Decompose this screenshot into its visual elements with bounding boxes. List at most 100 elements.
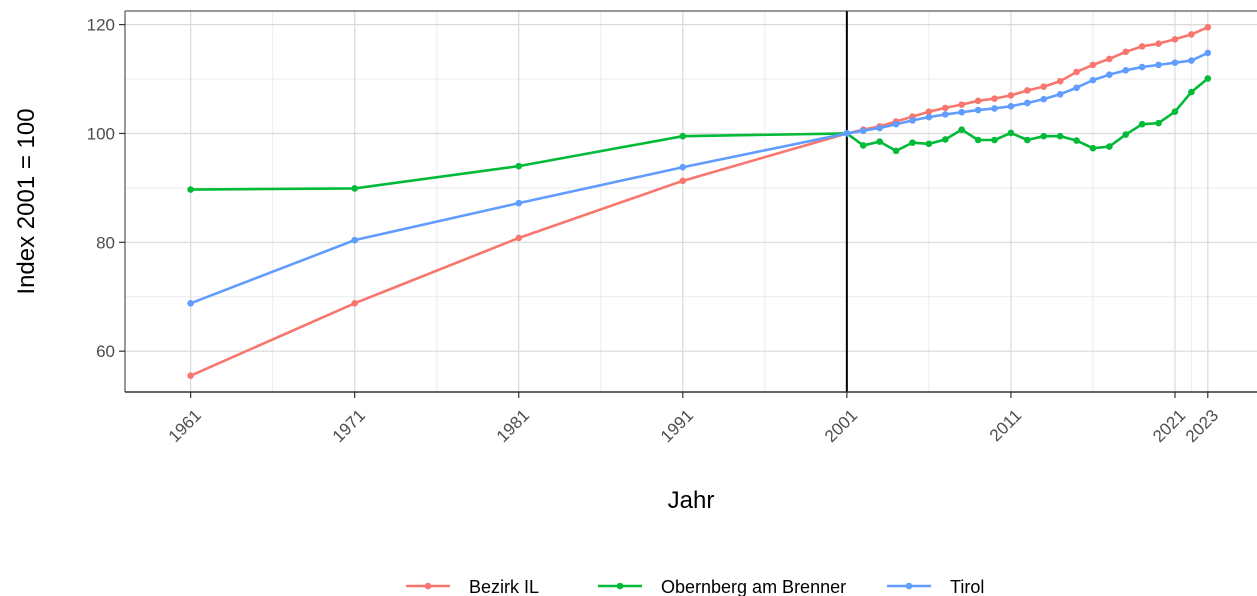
data-point bbox=[958, 108, 965, 116]
data-point bbox=[515, 234, 523, 242]
x-tick-label: 2021 bbox=[1149, 406, 1189, 446]
data-point bbox=[1204, 75, 1212, 82]
data-point bbox=[1089, 76, 1097, 84]
data-point bbox=[991, 136, 998, 144]
data-point bbox=[1171, 59, 1179, 67]
y-tick-label: 80 bbox=[96, 233, 115, 252]
x-tick-label: 1981 bbox=[493, 406, 533, 446]
legend-item: Tirol bbox=[887, 577, 984, 596]
series-2 bbox=[187, 49, 1212, 307]
data-point bbox=[1024, 136, 1031, 144]
data-point bbox=[1106, 55, 1113, 63]
data-point bbox=[1056, 90, 1064, 98]
data-point bbox=[1155, 119, 1162, 127]
data-point bbox=[1188, 88, 1195, 96]
data-point bbox=[1106, 143, 1113, 150]
data-point bbox=[1171, 108, 1179, 115]
data-point bbox=[1171, 36, 1179, 43]
data-point bbox=[679, 177, 687, 185]
data-point bbox=[1188, 31, 1195, 38]
legend-label: Tirol bbox=[950, 577, 984, 596]
data-point bbox=[1204, 49, 1212, 57]
data-point bbox=[892, 120, 900, 128]
y-tick-label: 60 bbox=[96, 342, 115, 361]
data-point bbox=[1138, 120, 1146, 128]
plot-background bbox=[125, 11, 1257, 392]
legend-key-point bbox=[616, 582, 624, 590]
series-1 bbox=[187, 75, 1212, 193]
data-point bbox=[843, 130, 851, 137]
x-tick-label: 2001 bbox=[821, 406, 861, 446]
data-point bbox=[1204, 24, 1212, 31]
data-point bbox=[1155, 61, 1162, 69]
x-tick-label: 2023 bbox=[1182, 406, 1222, 446]
legend-key-point bbox=[905, 582, 913, 590]
data-point bbox=[187, 186, 194, 193]
legend: Bezirk IL Obernberg am Brenner Tirol bbox=[406, 577, 984, 596]
data-point bbox=[925, 140, 933, 148]
data-point bbox=[1056, 77, 1064, 85]
data-point bbox=[991, 105, 998, 112]
data-point bbox=[974, 97, 982, 105]
data-point bbox=[991, 95, 998, 102]
data-point bbox=[187, 299, 194, 307]
legend-label: Bezirk IL bbox=[469, 577, 539, 596]
data-point bbox=[351, 299, 358, 307]
data-point bbox=[1155, 40, 1162, 47]
data-point bbox=[958, 101, 965, 108]
data-point bbox=[679, 163, 687, 171]
data-point bbox=[1122, 48, 1130, 56]
data-point bbox=[859, 127, 867, 135]
data-point bbox=[925, 108, 933, 115]
legend-key-point bbox=[424, 582, 432, 590]
data-point bbox=[1138, 43, 1146, 50]
x-tick-label: 1961 bbox=[165, 406, 205, 446]
data-point bbox=[1188, 57, 1195, 64]
data-point bbox=[974, 136, 982, 144]
data-point bbox=[958, 126, 965, 133]
data-point bbox=[892, 147, 900, 155]
x-tick-label: 2011 bbox=[986, 406, 1025, 445]
data-point bbox=[1122, 67, 1130, 74]
y-axis-ticks: 60 80 100 120 bbox=[87, 16, 125, 361]
data-point bbox=[1007, 102, 1015, 110]
y-axis-title: Index 2001 = 100 bbox=[13, 108, 40, 294]
data-point bbox=[351, 185, 358, 192]
data-point bbox=[909, 117, 916, 124]
data-point bbox=[1007, 129, 1015, 137]
data-point bbox=[1089, 144, 1097, 152]
data-point bbox=[1089, 61, 1097, 69]
data-point bbox=[1073, 68, 1080, 76]
data-point bbox=[1122, 131, 1130, 138]
data-point bbox=[1040, 132, 1048, 140]
y-tick-label: 100 bbox=[87, 124, 115, 143]
x-tick-label: 1991 bbox=[657, 406, 697, 446]
x-tick-label: 1971 bbox=[329, 406, 369, 446]
data-point bbox=[941, 111, 949, 118]
data-point bbox=[876, 124, 883, 132]
data-point bbox=[1106, 71, 1113, 78]
data-point bbox=[941, 136, 949, 143]
series-layer bbox=[187, 24, 1212, 379]
data-point bbox=[1024, 99, 1031, 107]
data-point bbox=[1040, 83, 1048, 90]
y-tick-label: 120 bbox=[87, 16, 115, 35]
data-point bbox=[1024, 87, 1031, 94]
legend-label: Obernberg am Brenner bbox=[661, 577, 846, 596]
data-point bbox=[515, 199, 523, 207]
data-point bbox=[1007, 92, 1015, 99]
x-axis-title: Jahr bbox=[668, 487, 715, 514]
data-point bbox=[859, 142, 867, 149]
data-point bbox=[679, 132, 687, 140]
data-point bbox=[351, 236, 358, 244]
data-point bbox=[941, 104, 949, 112]
data-point bbox=[515, 162, 523, 170]
data-point bbox=[1138, 63, 1146, 71]
data-point bbox=[876, 138, 883, 145]
data-point bbox=[1040, 95, 1048, 103]
data-point bbox=[1073, 84, 1080, 92]
data-point bbox=[1056, 132, 1064, 140]
data-point bbox=[187, 372, 194, 379]
data-point bbox=[974, 106, 982, 114]
